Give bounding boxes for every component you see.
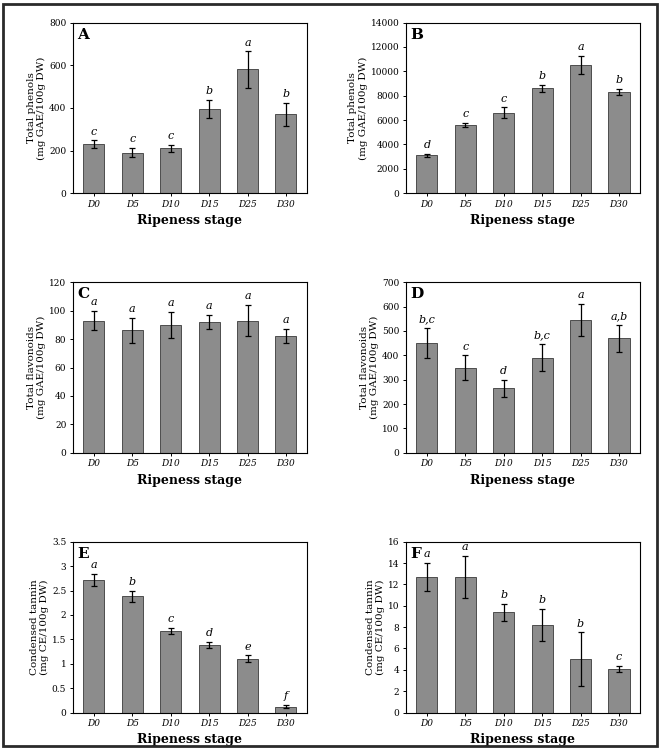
Text: f: f [284, 692, 288, 701]
Bar [121, 153, 143, 194]
Text: C: C [77, 287, 89, 302]
Text: a: a [244, 291, 251, 301]
X-axis label: Ripeness stage: Ripeness stage [471, 214, 576, 227]
Text: B: B [411, 28, 423, 41]
Bar [455, 125, 476, 194]
Bar [237, 320, 258, 453]
Bar [416, 577, 438, 712]
Text: c: c [500, 94, 507, 104]
Text: d: d [423, 140, 430, 150]
Bar [493, 612, 514, 712]
Bar [570, 320, 591, 453]
Text: b: b [539, 596, 546, 605]
Text: a: a [578, 290, 584, 300]
Bar [275, 706, 296, 712]
Bar [455, 368, 476, 453]
Bar [237, 70, 258, 194]
Bar [609, 92, 630, 194]
Bar [237, 658, 258, 712]
Text: b,c: b,c [534, 331, 550, 340]
Y-axis label: Condensed tannin
(mg CE/100g DW): Condensed tannin (mg CE/100g DW) [30, 579, 49, 675]
Bar [275, 336, 296, 453]
Text: a: a [206, 301, 213, 311]
Text: a: a [462, 542, 469, 552]
Y-axis label: Total phenols
(mg GAE/100g DW): Total phenols (mg GAE/100g DW) [27, 56, 46, 160]
Text: b: b [500, 590, 508, 600]
Bar [199, 322, 220, 453]
X-axis label: Ripeness stage: Ripeness stage [137, 474, 242, 487]
Text: c: c [168, 614, 174, 624]
Bar [531, 625, 552, 712]
Text: a,b: a,b [610, 311, 628, 321]
Bar [83, 144, 104, 194]
X-axis label: Ripeness stage: Ripeness stage [471, 734, 576, 746]
Bar [570, 65, 591, 194]
Text: d: d [500, 366, 508, 376]
Text: c: c [616, 652, 622, 662]
Text: a: a [168, 298, 174, 308]
Bar [160, 325, 182, 453]
Text: a: a [578, 42, 584, 52]
Text: b: b [282, 88, 290, 99]
Text: a: a [90, 297, 97, 307]
Text: c: c [168, 130, 174, 141]
Bar [455, 577, 476, 712]
Bar [275, 114, 296, 194]
Text: c: c [90, 127, 97, 136]
Text: c: c [462, 109, 469, 118]
Bar [199, 645, 220, 712]
Bar [83, 580, 104, 712]
Text: c: c [462, 341, 469, 352]
Bar [570, 659, 591, 712]
Text: D: D [411, 287, 424, 302]
X-axis label: Ripeness stage: Ripeness stage [471, 474, 576, 487]
Bar [609, 338, 630, 453]
X-axis label: Ripeness stage: Ripeness stage [137, 214, 242, 227]
Text: a: a [90, 560, 97, 570]
Text: a: a [129, 304, 135, 314]
Text: a: a [424, 549, 430, 560]
Text: F: F [411, 547, 421, 561]
Text: a: a [244, 38, 251, 47]
Text: a: a [282, 315, 289, 326]
Text: b: b [577, 619, 584, 628]
Bar [531, 88, 552, 194]
Bar [493, 112, 514, 194]
Bar [199, 109, 220, 194]
Y-axis label: Total flavonoids
(mg GAE/100g DW): Total flavonoids (mg GAE/100g DW) [360, 316, 380, 419]
Text: b: b [129, 577, 136, 586]
Bar [83, 320, 104, 453]
Text: b,c: b,c [418, 315, 436, 325]
Bar [609, 669, 630, 712]
Bar [121, 596, 143, 712]
Text: E: E [77, 547, 89, 561]
Text: b: b [615, 75, 622, 86]
Y-axis label: Total flavonoids
(mg GAE/100g DW): Total flavonoids (mg GAE/100g DW) [27, 316, 46, 419]
Bar [121, 331, 143, 453]
Text: b: b [539, 71, 546, 81]
Bar [416, 155, 438, 194]
Text: e: e [244, 642, 251, 652]
Bar [493, 388, 514, 453]
Text: d: d [205, 628, 213, 638]
Y-axis label: Total phenols
(mg GAE/100g DW): Total phenols (mg GAE/100g DW) [348, 56, 368, 160]
X-axis label: Ripeness stage: Ripeness stage [137, 734, 242, 746]
Text: A: A [77, 28, 89, 41]
Bar [160, 148, 182, 194]
Y-axis label: Condensed tannin
(mg CE/100g DW): Condensed tannin (mg CE/100g DW) [366, 579, 385, 675]
Bar [531, 358, 552, 453]
Bar [416, 343, 438, 453]
Bar [160, 631, 182, 712]
Text: b: b [205, 86, 213, 96]
Text: c: c [129, 134, 135, 144]
